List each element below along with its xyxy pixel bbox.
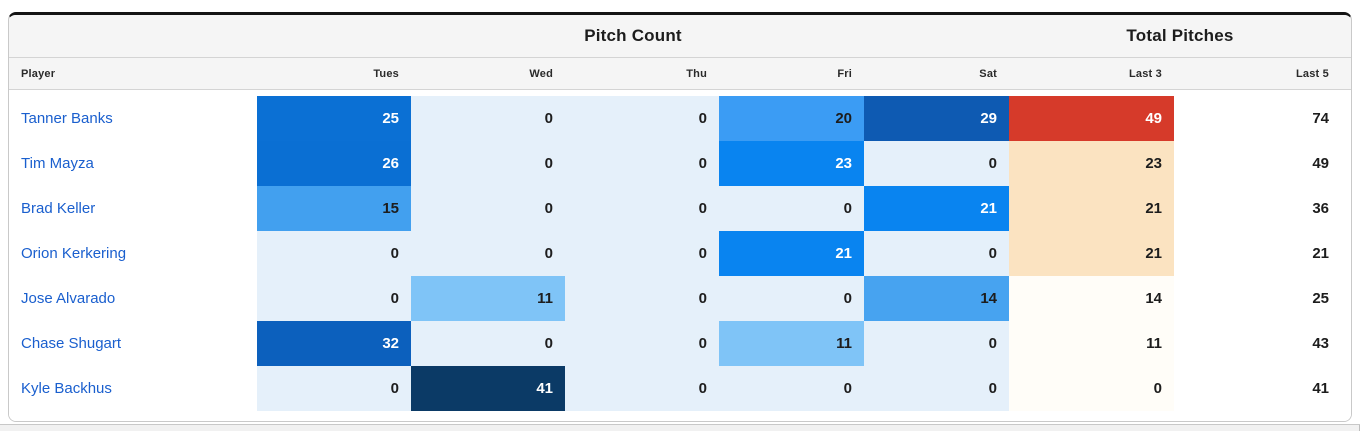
heatmap-cell: 32 — [257, 321, 411, 366]
heatmap-cell: 11 — [411, 276, 565, 321]
column-header-wed: Wed — [529, 67, 553, 80]
heatmap-cell: 0 — [411, 231, 565, 276]
horizontal-scrollbar[interactable] — [0, 424, 1360, 431]
heatmap-cell: 0 — [257, 366, 411, 411]
last5-cell: 36 — [1312, 200, 1329, 217]
heatmap-cell: 29 — [864, 96, 1009, 141]
heatmap-cell: 0 — [411, 96, 565, 141]
table-row: Tanner Banks 25 0 0 20 29 49 74 — [9, 96, 1351, 141]
column-header-last-3: Last 3 — [1129, 67, 1162, 80]
heatmap-cell: 21 — [719, 231, 864, 276]
heatmap-cell: 20 — [719, 96, 864, 141]
heatmap-cell: 0 — [864, 321, 1009, 366]
column-header-fri: Fri — [837, 67, 852, 80]
heatmap-cell: 0 — [864, 231, 1009, 276]
heatmap-cell: 0 — [864, 366, 1009, 411]
heatmap-cell: 0 — [565, 141, 719, 186]
heatmap-cell: 0 — [411, 186, 565, 231]
heatmap-cell: 0 — [719, 366, 864, 411]
group-header-total-pitches: Total Pitches — [1126, 26, 1234, 45]
heatmap-cell: 23 — [1009, 141, 1174, 186]
heatmap-cell: 0 — [565, 186, 719, 231]
player-link[interactable]: Tanner Banks — [21, 110, 113, 127]
heatmap-cell: 0 — [1009, 366, 1174, 411]
column-header-last-5: Last 5 — [1296, 67, 1329, 80]
heatmap-cell: 0 — [565, 321, 719, 366]
heatmap-cell: 23 — [719, 141, 864, 186]
player-link[interactable]: Jose Alvarado — [21, 290, 116, 307]
heatmap-cell: 21 — [1009, 231, 1174, 276]
table-body: Tanner Banks 25 0 0 20 29 49 74 Tim Mayza 26 0 0 23 0… — [9, 90, 1351, 421]
heatmap-cell: 0 — [411, 321, 565, 366]
player-link[interactable]: Kyle Backhus — [21, 380, 112, 397]
heatmap-cell: 49 — [1009, 96, 1174, 141]
heatmap-cell: 0 — [257, 276, 411, 321]
table-row: Orion Kerkering 0 0 0 21 0 21 21 — [9, 231, 1351, 276]
last5-cell: 25 — [1312, 290, 1329, 307]
pitch-count-card: Pitch Count Total Pitches Player Tues Wed T… — [8, 12, 1352, 422]
heatmap-cell: 26 — [257, 141, 411, 186]
heatmap-cell: 0 — [719, 186, 864, 231]
heatmap-cell: 0 — [257, 231, 411, 276]
group-header-pitch-count: Pitch Count — [584, 26, 682, 45]
heatmap-cell: 14 — [1009, 276, 1174, 321]
player-link[interactable]: Orion Kerkering — [21, 245, 127, 262]
last5-cell: 49 — [1312, 155, 1329, 172]
heatmap-cell: 0 — [864, 141, 1009, 186]
heatmap-cell: 11 — [719, 321, 864, 366]
heatmap-cell: 0 — [565, 276, 719, 321]
heatmap-cell: 15 — [257, 186, 411, 231]
heatmap-cell: 41 — [411, 366, 565, 411]
group-header-row: Pitch Count Total Pitches — [9, 15, 1351, 57]
column-header-tues: Tues — [373, 67, 399, 80]
column-header-thu: Thu — [686, 67, 707, 80]
heatmap-cell: 21 — [864, 186, 1009, 231]
player-link[interactable]: Brad Keller — [21, 200, 96, 217]
heatmap-cell: 11 — [1009, 321, 1174, 366]
heatmap-cell: 21 — [1009, 186, 1174, 231]
table-row: Brad Keller 15 0 0 0 21 21 36 — [9, 186, 1351, 231]
column-header-sat: Sat — [979, 67, 997, 80]
table-row: Jose Alvarado 0 11 0 0 14 14 25 — [9, 276, 1351, 321]
last5-cell: 74 — [1312, 110, 1329, 127]
heatmap-cell: 0 — [719, 276, 864, 321]
last5-cell: 41 — [1312, 380, 1329, 397]
heatmap-cell: 25 — [257, 96, 411, 141]
heatmap-cell: 0 — [411, 141, 565, 186]
heatmap-cell: 0 — [565, 231, 719, 276]
player-link[interactable]: Tim Mayza — [21, 155, 94, 172]
last5-cell: 43 — [1312, 335, 1329, 352]
heatmap-cell: 0 — [565, 366, 719, 411]
table-row: Tim Mayza 26 0 0 23 0 23 49 — [9, 141, 1351, 186]
column-header-row: Player Tues Wed Thu Fri Sat Last 3 Last 5 — [9, 57, 1351, 90]
column-header-player: Player — [21, 67, 56, 80]
heatmap-cell: 14 — [864, 276, 1009, 321]
player-link[interactable]: Chase Shugart — [21, 335, 122, 352]
heatmap-cell: 0 — [565, 96, 719, 141]
last5-cell: 21 — [1312, 245, 1329, 262]
table-row: Chase Shugart 32 0 0 11 0 11 43 — [9, 321, 1351, 366]
table-row: Kyle Backhus 0 41 0 0 0 0 41 — [9, 366, 1351, 411]
